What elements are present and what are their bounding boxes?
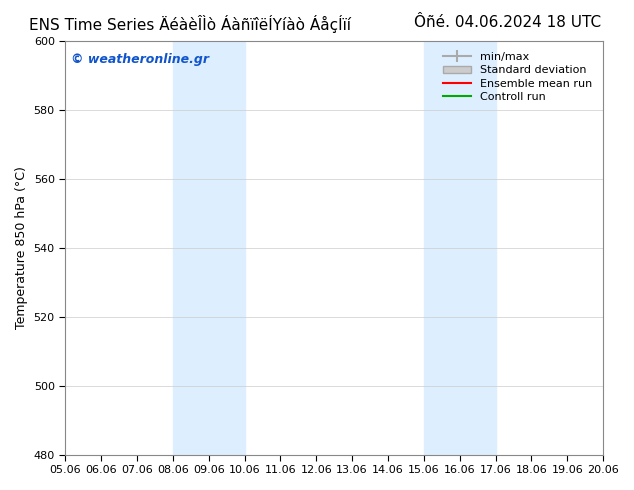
- Bar: [173, 41, 245, 455]
- Text: ENS Time Series ÄéàèÎÌò ÁàñïîëÍYíàò ÁåçÍïí: ENS Time Series ÄéàèÎÌò ÁàñïîëÍYíàò ÁåçÍ…: [29, 15, 351, 33]
- Y-axis label: Temperature 850 hPa (°C): Temperature 850 hPa (°C): [15, 167, 28, 329]
- Text: © weatheronline.gr: © weatheronline.gr: [70, 53, 209, 67]
- Legend: min/max, Standard deviation, Ensemble mean run, Controll run: min/max, Standard deviation, Ensemble me…: [437, 47, 598, 108]
- Text: Ôñé. 04.06.2024 18 UTC: Ôñé. 04.06.2024 18 UTC: [413, 15, 601, 30]
- Bar: [424, 41, 496, 455]
